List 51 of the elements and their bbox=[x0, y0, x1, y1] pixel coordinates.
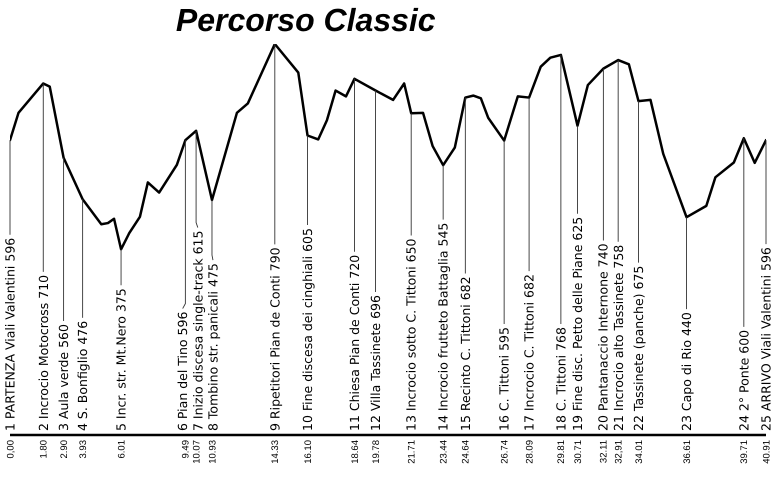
x-tick-label: 6.01 bbox=[116, 440, 128, 458]
annotation: 23 Capo di Rio 440 bbox=[679, 312, 694, 431]
annotation: 17 Incrocio C. Tittoni 682 bbox=[522, 274, 537, 431]
annotation: 8 Tombino str. panicali 475 bbox=[205, 263, 220, 431]
annotation: 2 Incrocio Motocross 710 bbox=[36, 274, 51, 431]
x-tick-label: 30.71 bbox=[572, 440, 584, 464]
x-tick-label: 1.80 bbox=[38, 440, 50, 458]
x-tick-label: 23.44 bbox=[438, 440, 450, 464]
x-tick-label: 10.07 bbox=[191, 440, 202, 464]
x-tick-label: 10.93 bbox=[207, 440, 218, 464]
annotation: 25 ARRIVO Viali Valentini 596 bbox=[758, 247, 774, 431]
annotation: 4 S. Bonfiglio 476 bbox=[75, 320, 90, 431]
annotation: 12 Villa Tassinete 696 bbox=[368, 294, 384, 431]
x-tick-label: 28.09 bbox=[524, 440, 536, 464]
annotation: 9 Ripetitori Pian de Conti 790 bbox=[267, 247, 282, 431]
annotation: 7 Inizio discesa single-track 615 bbox=[190, 230, 206, 431]
annotation: 3 Aula verde 560 bbox=[56, 324, 72, 431]
x-tick-label: 2.90 bbox=[58, 440, 70, 458]
x-tick-label: 9.49 bbox=[180, 440, 192, 458]
annotation: 6 Pian del Tino 596 bbox=[175, 312, 190, 431]
annotation: 16 C. Tittoni 595 bbox=[496, 327, 512, 431]
annotation: 22 Tassinete (panche) 675 bbox=[630, 266, 646, 431]
annotation: 21 Incrocio alto Tassinete 758 bbox=[610, 244, 626, 431]
annotation: 19 Fine disc. Petto delle Piane 625 bbox=[570, 216, 586, 431]
annotation: 20 Pantanaccio Internone 740 bbox=[596, 243, 611, 431]
x-tick-label: 19.78 bbox=[370, 440, 382, 464]
x-tick-label: 36.61 bbox=[682, 440, 693, 464]
x-tick-label: 0,00 bbox=[5, 440, 16, 458]
annotation: 15 Recinto C. Tittoni 682 bbox=[458, 276, 473, 431]
annotation: 1 PARTENZA Viali Valentini 596 bbox=[2, 238, 18, 431]
annotation: 10 Fine discesa dei cinghiali 605 bbox=[300, 228, 316, 431]
annotation: 24 2° Ponte 600 bbox=[736, 330, 752, 431]
x-tick-label: 40.91 bbox=[761, 440, 772, 464]
x-tick-label: 14.33 bbox=[270, 440, 282, 464]
chart-title: Percorso Classic bbox=[176, 2, 436, 38]
x-tick-label: 16.10 bbox=[302, 440, 314, 464]
x-tick-label: 26.74 bbox=[499, 440, 510, 464]
annotation: 14 Incrocio frutteto Battaglia 545 bbox=[436, 222, 451, 431]
x-tick-label: 34.01 bbox=[634, 440, 645, 464]
x-tick-label: 32,91 bbox=[613, 440, 624, 464]
x-tick-label: 18.64 bbox=[350, 440, 361, 464]
x-tick-label: 29.81 bbox=[556, 440, 568, 464]
x-tick-label: 24.64 bbox=[460, 440, 472, 464]
annotation: 5 Incr. str. Mt.Nero 375 bbox=[114, 288, 129, 431]
x-tick-label: 21.71 bbox=[406, 440, 418, 464]
annotation: 13 Incrocio sotto C. Tittoni 650 bbox=[404, 238, 419, 431]
x-tick-label: 39.71 bbox=[739, 440, 750, 464]
x-tick-label: 32.11 bbox=[598, 440, 610, 464]
x-tick-label: 3.93 bbox=[78, 440, 89, 458]
annotation: 11 Chiesa Pian de Conti 720 bbox=[346, 254, 362, 431]
annotation: 18 C. Tittoni 768 bbox=[553, 327, 568, 431]
